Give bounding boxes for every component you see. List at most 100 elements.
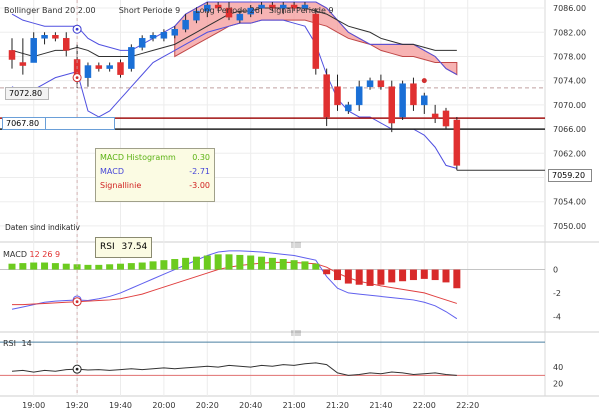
macd-tooltip: MACD Histogramm 0.30 MACD -2.71 Signalli… xyxy=(95,148,215,202)
x-tick-label: 22:00 xyxy=(413,401,436,410)
rsi-label: RSI xyxy=(3,339,16,348)
candle-body xyxy=(366,80,374,87)
x-tick-label: 21:00 xyxy=(283,401,306,410)
crosshair-marker-dot xyxy=(75,27,79,31)
tooltip-row-macd: MACD -2.71 xyxy=(100,167,210,179)
candle-body xyxy=(52,35,59,39)
candle-body xyxy=(453,119,461,166)
macd-histogram-bar xyxy=(236,254,244,270)
candle-body xyxy=(160,32,168,39)
macd-line xyxy=(11,250,458,320)
candle-body xyxy=(8,50,16,60)
tooltip-label: Signallinie xyxy=(100,181,142,190)
candle-body xyxy=(138,38,146,48)
tooltip-label: MACD xyxy=(100,167,124,176)
macd-histogram-bar xyxy=(84,264,92,270)
x-tick-label: 19:40 xyxy=(109,401,132,410)
rsi-tooltip-label: RSI xyxy=(100,242,115,252)
macd-histogram-bar xyxy=(247,255,255,270)
rsi-tooltip: RSI 37.54 xyxy=(95,237,152,258)
crosshair-marker-dot xyxy=(75,367,79,371)
tooltip-row-histogram: MACD Histogramm 0.30 xyxy=(100,153,210,165)
legend-top: Bollinger Band 20 2.00 Short Periode 9 L… xyxy=(4,6,334,15)
candle-body xyxy=(312,13,320,69)
y-tick-label: 7078.00 xyxy=(553,52,586,61)
tooltip-row-signal: Signallinie -3.00 xyxy=(100,181,210,193)
candle-body xyxy=(280,4,287,9)
macd-histogram-bar xyxy=(442,269,450,283)
legend-label: Short Periode xyxy=(118,6,173,15)
candle-body xyxy=(323,74,330,118)
candle-body xyxy=(182,19,189,30)
candle-body xyxy=(301,4,309,9)
rsi-panel-label: RSI 14 xyxy=(3,339,32,348)
macd-histogram-bar xyxy=(117,263,124,270)
macd-histogram-bar xyxy=(279,259,287,270)
macd-histogram-bar xyxy=(62,263,70,270)
macd-histogram-bar xyxy=(182,257,190,270)
y-tick-label: 7062.00 xyxy=(553,149,586,158)
rsi-y-tick-label: 40 xyxy=(553,363,563,372)
candle-body xyxy=(63,38,70,51)
macd-histogram-bar xyxy=(192,256,200,270)
candle-body xyxy=(290,4,298,9)
tooltip-value: 0.30 xyxy=(192,153,210,162)
macd-histogram-bar xyxy=(268,257,276,270)
macd-histogram-bar xyxy=(355,269,363,285)
candle-body xyxy=(431,113,439,119)
macd-histogram-bar xyxy=(323,269,331,275)
x-tick-label: 20:00 xyxy=(152,401,175,410)
macd-param: 12 xyxy=(29,250,40,259)
macd-histogram-bar xyxy=(203,255,211,270)
candles xyxy=(8,2,461,171)
macd-histogram-bar xyxy=(149,261,157,270)
y-tick-label: 7054.00 xyxy=(553,198,586,207)
candle-body xyxy=(236,13,244,21)
candle-body xyxy=(106,65,113,69)
candle-body xyxy=(388,86,395,124)
macd-histogram-bar xyxy=(377,269,385,285)
macd-histogram-bar xyxy=(138,262,146,270)
macd-panel-label: MACD 12 26 9 xyxy=(3,250,60,259)
macd-histogram-bar xyxy=(290,260,298,270)
last-price: 7059.20 xyxy=(552,171,586,180)
candle-body xyxy=(193,10,200,21)
signal-line xyxy=(12,261,458,306)
macd-histogram-bar xyxy=(127,263,135,270)
crosshair-marker-dot xyxy=(75,76,79,80)
candle-body xyxy=(399,83,406,118)
rsi-line xyxy=(11,362,457,376)
candle-body xyxy=(247,7,254,15)
macd-histogram-bar xyxy=(399,269,407,282)
macd-histogram-bar xyxy=(225,254,233,270)
macd-histogram-bar xyxy=(258,256,266,270)
candle-body xyxy=(128,47,135,69)
legend-value: 20 xyxy=(65,6,76,15)
line-price-input[interactable] xyxy=(45,117,115,130)
x-tick-label: 20:20 xyxy=(196,401,219,410)
macd-histogram-bar xyxy=(301,261,309,270)
indicative-note: Daten sind indikativ xyxy=(5,223,80,232)
line-price-tag[interactable]: 7067.80 xyxy=(2,117,47,130)
candle-body xyxy=(225,7,233,18)
macd-histogram-bar xyxy=(388,269,396,283)
crosshair-marker-dot xyxy=(75,300,79,304)
candle-body xyxy=(30,38,37,63)
candle-body xyxy=(421,95,428,106)
macd-param: 26 xyxy=(42,250,53,259)
macd-histogram-bar xyxy=(214,254,222,270)
x-tick-label: 22:20 xyxy=(456,401,479,410)
candle-body xyxy=(355,86,363,106)
candle-body xyxy=(171,28,178,36)
candle-body xyxy=(214,4,222,9)
y-tick-label: 7066.00 xyxy=(553,125,586,134)
macd-histogram-bar xyxy=(51,263,59,270)
x-tick-label: 21:20 xyxy=(326,401,349,410)
macd-y-tick-label: 0 xyxy=(553,266,558,275)
macd-y-tick-label: -2 xyxy=(553,289,561,298)
candle-body xyxy=(345,104,352,112)
macd-y-tick-label: -4 xyxy=(553,312,561,321)
y-tick-label: 7070.00 xyxy=(553,101,586,110)
macd-param: 9 xyxy=(55,250,61,259)
